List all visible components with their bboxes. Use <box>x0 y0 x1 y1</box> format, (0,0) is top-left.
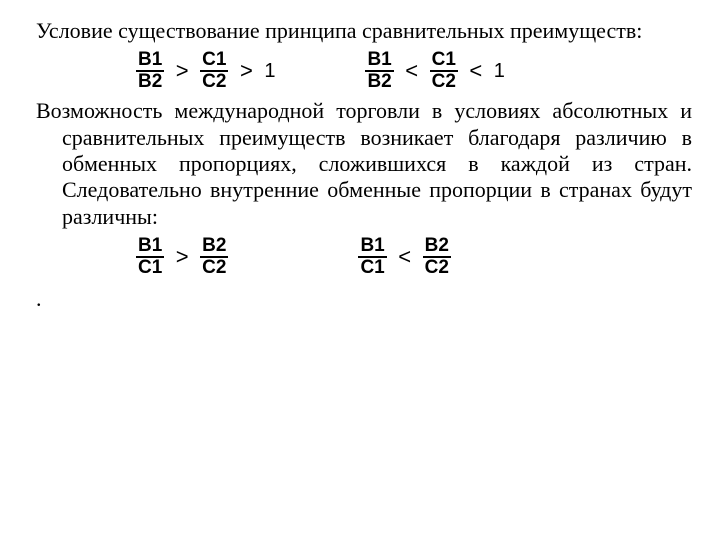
paragraph-1: Условие существование принципа сравнител… <box>36 18 692 44</box>
p1-word: Условие <box>36 18 113 43</box>
p1-word: сравнительных <box>362 18 504 43</box>
denominator: C1 <box>358 256 386 278</box>
denominator: B2 <box>136 70 164 92</box>
p1-word: принципа <box>265 18 356 43</box>
numerator: B1 <box>358 236 386 256</box>
fraction: B1 C1 <box>358 236 386 278</box>
trailing-dot: . <box>36 284 692 312</box>
fraction: C1 C2 <box>200 50 228 92</box>
operator: > <box>170 58 195 84</box>
denominator: C1 <box>136 256 164 278</box>
numerator: B1 <box>365 50 393 70</box>
formula-row-1: B1 B2 > C1 C2 > 1 B1 B2 < C1 C2 < 1 <box>36 48 692 98</box>
fraction: C1 C2 <box>430 50 458 92</box>
fraction: B1 C1 <box>136 236 164 278</box>
operator: < <box>463 58 488 84</box>
numerator: C1 <box>430 50 458 70</box>
p1-word: преимуществ: <box>510 18 642 43</box>
numerator: B2 <box>423 236 451 256</box>
numerator: B1 <box>136 50 164 70</box>
constant-one: 1 <box>494 60 505 83</box>
operator: > <box>170 244 195 270</box>
denominator: C2 <box>200 256 228 278</box>
numerator: B1 <box>136 236 164 256</box>
denominator: C2 <box>200 70 228 92</box>
fraction: B1 B2 <box>365 50 393 92</box>
p1-word: существование <box>118 18 260 43</box>
formula-row-2: B1 C1 > B2 C2 B1 C1 < B2 C2 <box>36 234 692 284</box>
fraction: B1 B2 <box>136 50 164 92</box>
operator: < <box>392 244 417 270</box>
paragraph-2: Возможность международной торговли в усл… <box>36 98 692 230</box>
fraction: B2 C2 <box>200 236 228 278</box>
numerator: B2 <box>200 236 228 256</box>
inequality-right: B1 B2 < C1 C2 < 1 <box>365 50 504 92</box>
constant-one: 1 <box>264 60 275 83</box>
inequality-left: B1 C1 > B2 C2 <box>136 236 228 278</box>
fraction: B2 C2 <box>423 236 451 278</box>
denominator: B2 <box>365 70 393 92</box>
denominator: C2 <box>430 70 458 92</box>
denominator: C2 <box>423 256 451 278</box>
inequality-left: B1 B2 > C1 C2 > 1 <box>136 50 275 92</box>
operator: > <box>234 58 259 84</box>
numerator: C1 <box>200 50 228 70</box>
inequality-right: B1 C1 < B2 C2 <box>358 236 450 278</box>
operator: < <box>399 58 424 84</box>
